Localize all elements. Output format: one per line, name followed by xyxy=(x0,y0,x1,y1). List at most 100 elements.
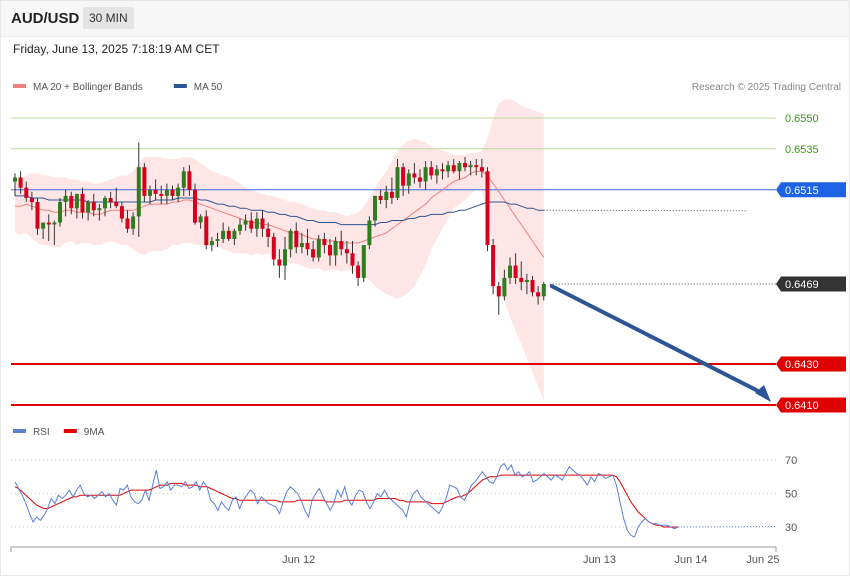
price-label-0.6430: 0.6430 xyxy=(785,359,819,371)
candle-body xyxy=(58,202,62,223)
candle-body xyxy=(148,189,152,196)
candle-body xyxy=(434,169,439,176)
candle-body xyxy=(496,286,501,297)
candle-body xyxy=(468,165,473,168)
rsi-tick-50: 50 xyxy=(785,489,797,501)
ma20-line xyxy=(15,170,545,258)
price-label-0.6515: 0.6515 xyxy=(785,185,819,197)
candle-body xyxy=(114,202,119,207)
chart-credit: Research © 2025 Trading Central xyxy=(692,82,841,93)
candle-body xyxy=(339,241,344,250)
ma50-extension xyxy=(543,209,747,212)
candle-body xyxy=(238,224,242,231)
candle-body xyxy=(479,167,484,172)
candle-body xyxy=(136,167,141,217)
price-tag-0.6430 xyxy=(776,356,846,372)
candle-body xyxy=(142,167,147,196)
candle-body xyxy=(536,292,541,297)
candle-body xyxy=(361,245,366,278)
candle-body xyxy=(288,230,293,250)
legend-label-1: MA 50 xyxy=(194,82,223,93)
rsi-legend-swatch-0 xyxy=(13,429,26,433)
x-tick-Jun-25: Jun 25 xyxy=(746,554,779,566)
candle-body xyxy=(18,177,23,188)
candle-body xyxy=(215,239,220,241)
candle-body xyxy=(187,171,192,190)
chart-datetime: Friday, June 13, 2025 7:18:19 AM CET xyxy=(13,42,220,56)
candle-body xyxy=(86,202,91,213)
candle-body xyxy=(52,222,57,225)
candle-body xyxy=(266,228,271,237)
rsi-legend-label-1: 9MA xyxy=(84,427,105,438)
rsi-line xyxy=(14,462,679,538)
candle-body xyxy=(209,241,214,246)
candle-body xyxy=(243,220,248,225)
rsi-extension xyxy=(677,526,777,528)
candle-body xyxy=(389,191,394,198)
candle-body xyxy=(294,230,299,248)
rsi-tick-70: 70 xyxy=(785,455,797,467)
candle-body xyxy=(401,167,406,186)
x-tick-Jun-14: Jun 14 xyxy=(674,554,707,566)
candle-body xyxy=(395,167,400,198)
candle-body xyxy=(299,243,304,248)
candle-body xyxy=(153,189,158,194)
price-tag-0.6515 xyxy=(776,182,846,198)
candle-body xyxy=(440,169,445,172)
candle-body xyxy=(80,193,85,213)
candle-body xyxy=(277,259,282,266)
candle-body xyxy=(384,191,389,200)
candle-body xyxy=(508,265,512,278)
candle-body xyxy=(513,265,518,278)
candle-body xyxy=(412,173,417,178)
legend-swatch-1 xyxy=(173,84,187,88)
candle-body xyxy=(170,189,175,196)
candle-body xyxy=(260,218,265,229)
candle-body xyxy=(350,253,355,266)
candle-body xyxy=(226,230,231,239)
candle-body xyxy=(283,249,287,266)
candle-body xyxy=(232,230,237,239)
candle-body xyxy=(164,189,169,196)
candle-body xyxy=(193,189,197,223)
candle-body xyxy=(524,280,529,282)
candle-body xyxy=(311,249,316,258)
candle-body xyxy=(119,206,124,219)
candle-body xyxy=(491,245,496,287)
candle-body xyxy=(356,265,361,278)
candles-group xyxy=(13,142,546,315)
rsi-ma9-line xyxy=(14,474,678,528)
legend-label-0: MA 20 + Bollinger Bands xyxy=(33,82,143,93)
legend-swatch-0 xyxy=(13,84,26,88)
candle-body xyxy=(41,222,46,229)
candle-body xyxy=(181,171,186,188)
candle-body xyxy=(463,163,467,168)
candle-body xyxy=(91,202,96,211)
price-label-0.6469: 0.6469 xyxy=(785,279,819,291)
price-label-0.6535: 0.6535 xyxy=(785,144,819,156)
price-label-0.6550: 0.6550 xyxy=(785,113,819,125)
candle-body xyxy=(305,243,310,250)
candle-body xyxy=(322,239,327,246)
candle-body xyxy=(429,167,434,176)
candle-body xyxy=(541,284,546,297)
candle-body xyxy=(176,187,181,196)
candle-body xyxy=(316,239,321,258)
candle-body xyxy=(328,245,332,256)
candle-body xyxy=(502,277,507,297)
candle-body xyxy=(221,230,226,239)
candle-body xyxy=(373,195,377,221)
candle-body xyxy=(13,177,17,182)
candle-body xyxy=(451,165,456,172)
candle-body xyxy=(519,277,524,282)
candle-body xyxy=(249,220,254,229)
price-label-0.6410: 0.6410 xyxy=(785,400,819,412)
interval-selector[interactable]: 30 MIN xyxy=(83,7,134,29)
candle-body xyxy=(159,193,164,196)
top-bar: AUD/USD 30 MIN xyxy=(0,0,850,37)
candle-body xyxy=(474,165,479,168)
rsi-legend-swatch-1 xyxy=(63,429,77,433)
candle-body xyxy=(344,249,349,254)
candle-body xyxy=(367,220,372,246)
